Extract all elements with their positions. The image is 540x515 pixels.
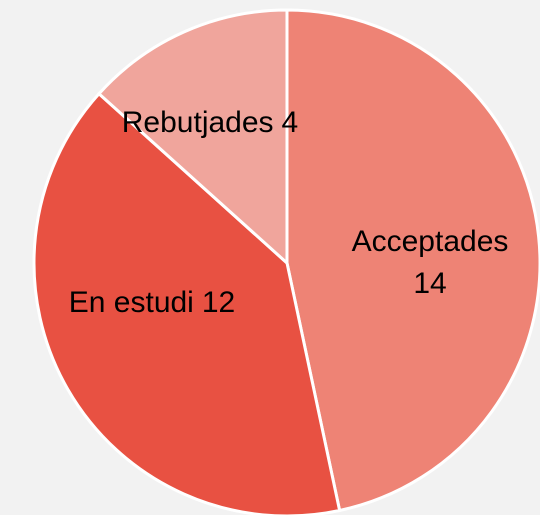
slice-label: En estudi 12 [69,286,235,319]
slice-label: Acceptades 14 [352,225,509,300]
slice-value: 14 [413,267,446,300]
pie-slice [32,91,342,515]
slice-name: Acceptades [352,225,509,258]
slice-value: 12 [202,286,235,319]
slice-label: Rebutjades 4 [122,106,298,139]
pie-slice [96,8,289,267]
slice-name: En estudi [69,286,194,319]
pie-slice [285,8,540,513]
slice-name: Rebutjades [122,106,274,139]
slice-value: 4 [282,106,299,139]
